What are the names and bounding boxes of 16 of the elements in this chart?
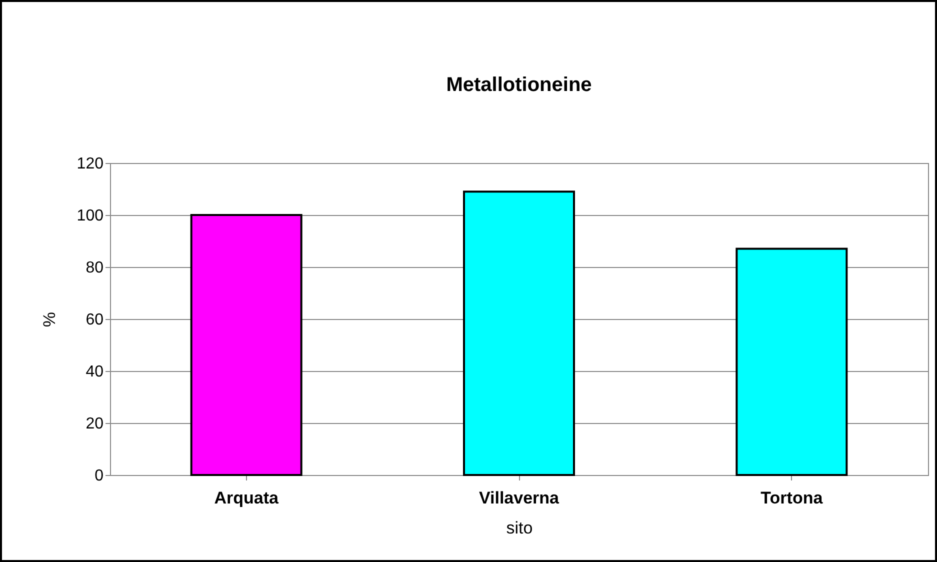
bar [463, 190, 575, 476]
y-tick-label: 80 [86, 260, 104, 276]
x-tick-label: Tortona [760, 488, 824, 508]
chart-title: Metallotioneine [446, 74, 592, 96]
y-axis-title: % [40, 312, 59, 328]
bar [736, 248, 848, 476]
x-tick-label: Arquata [214, 488, 279, 508]
x-axis-title: sito [506, 518, 533, 538]
y-tick-label: 120 [76, 156, 104, 172]
y-tick-label: 20 [86, 416, 104, 432]
y-tick-label: 40 [86, 364, 104, 380]
y-tick-label: 60 [86, 312, 104, 328]
y-tick-label: 100 [76, 208, 104, 224]
x-tick-label: Villaverna [478, 488, 560, 508]
y-tick-label: 0 [94, 468, 104, 484]
bar [190, 214, 302, 476]
